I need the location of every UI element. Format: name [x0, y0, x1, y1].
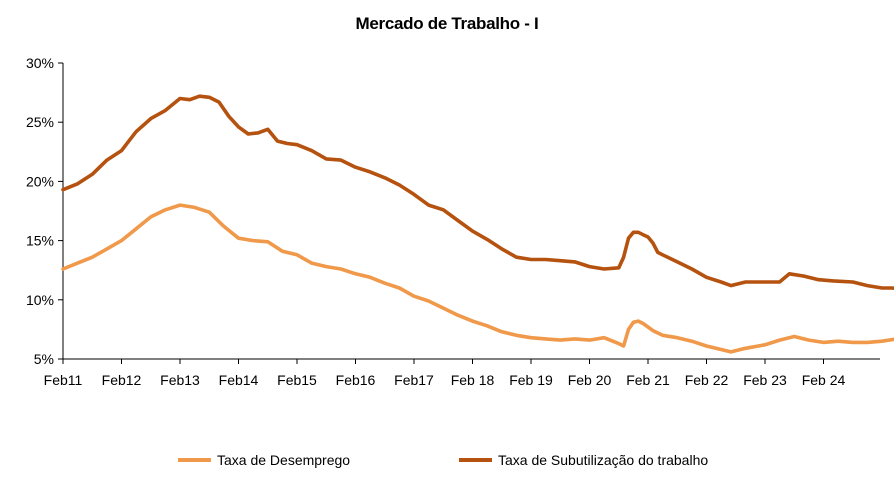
x-tick-label: Feb11 — [44, 372, 83, 388]
x-tick-label: Feb14 — [219, 372, 259, 388]
x-tick-label: Feb 24 — [802, 372, 846, 388]
legend-swatch — [459, 458, 492, 462]
legend-item-taxa-de-subutilizacao: Taxa de Subutilização do trabalho — [459, 450, 708, 470]
y-tick-label: 10% — [26, 292, 54, 308]
series-line-taxa-de-subutilizacao — [61, 94, 894, 290]
x-tick-label: Feb13 — [160, 372, 200, 388]
y-tick-label: 20% — [26, 173, 54, 189]
x-tick-label: Feb16 — [336, 372, 376, 388]
x-tick-label: Feb 23 — [743, 372, 787, 388]
x-ticks: Feb11 Feb12 Feb13 Feb14 Feb15 Feb16 Feb17 Feb 1… — [44, 359, 846, 388]
x-tick-label: Feb12 — [102, 372, 142, 388]
x-tick-label: Feb17 — [394, 372, 434, 388]
y-tick-label: 25% — [26, 114, 54, 130]
y-tick-label: 30% — [26, 55, 54, 71]
x-tick-label: Feb 19 — [509, 372, 553, 388]
x-tick-label: Feb 18 — [451, 372, 495, 388]
y-tick-label: 5% — [34, 351, 54, 367]
y-tick-label: 15% — [26, 233, 54, 249]
x-tick-label: Feb 20 — [568, 372, 612, 388]
x-tick-label: Feb 21 — [626, 372, 670, 388]
legend-item-taxa-de-desemprego: Taxa de Desemprego — [178, 450, 350, 470]
legend-swatch — [178, 458, 211, 462]
legend-label: Taxa de Desemprego — [217, 452, 351, 468]
axes — [62, 63, 880, 360]
series-line-taxa-de-desemprego — [61, 203, 894, 354]
chart-title: Mercado de Trabalho - I — [355, 14, 539, 33]
y-ticks: 5% 10% 15% 20% 25% 30% — [26, 55, 63, 367]
series-layer — [61, 94, 894, 354]
x-tick-label: Feb15 — [277, 372, 317, 388]
x-tick-label: Feb 22 — [685, 372, 729, 388]
legend-label: Taxa de Subutilização do trabalho — [498, 452, 709, 468]
